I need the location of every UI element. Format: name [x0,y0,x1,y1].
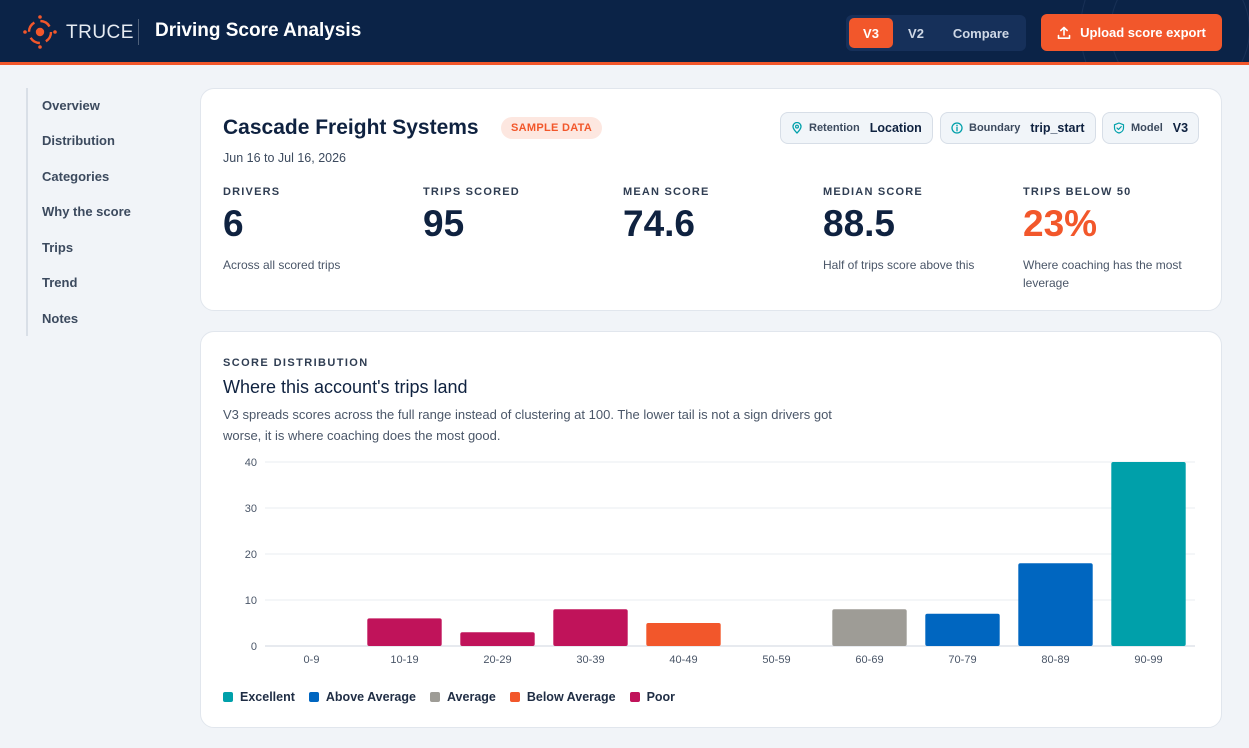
pin-icon [792,122,802,134]
model-chip[interactable]: Model V3 [1102,112,1200,144]
boundary-chip[interactable]: Boundary trip_start [940,112,1096,144]
legend-label: Above Average [325,690,416,704]
page-title: Driving Score Analysis [155,20,362,41]
legend-item: Poor [629,690,676,704]
y-tick-label: 0 [251,641,257,653]
header-divider [138,19,139,45]
stat-mean-score: MEAN SCORE 74.6 [623,186,803,244]
top-bar: TRUCE Driving Score Analysis V3 V2 Compa… [0,0,1249,65]
legend-swatch [429,692,440,702]
chip-label: Model [1131,122,1163,134]
upload-score-export-button[interactable]: Upload score export [1041,14,1222,51]
chip-value: V3 [1172,121,1189,135]
stat-label: TRIPS BELOW 50 [1023,186,1132,198]
legend-item: Average [429,690,496,704]
chart-legend: Excellent Above Average Average Below Avera… [223,690,679,704]
stat-value: 74.6 [623,203,696,244]
upload-icon [1057,26,1071,39]
x-tick-label: 10-19 [390,654,418,666]
x-tick-label: 60-69 [855,654,883,666]
sample-data-badge: SAMPLE DATA [501,117,603,139]
bar-40-49[interactable] [646,623,721,646]
sidebar-item-notes[interactable]: Notes [42,311,79,326]
bar-30-39[interactable] [553,609,628,646]
y-tick-label: 30 [245,503,257,515]
version-switch: V3 V2 Compare [846,15,1026,51]
stat-trips-scored: TRIPS SCORED 95 [423,186,603,244]
chip-value: Location [869,121,922,135]
legend-swatch [308,692,319,702]
stat-label: MEAN SCORE [623,186,710,198]
chip-label: Boundary [969,122,1021,134]
stat-drivers: DRIVERS 6 Across all scored trips [223,186,403,274]
stat-value: 6 [223,203,244,244]
sidebar-item-distribution[interactable]: Distribution [42,133,115,148]
retention-chip[interactable]: Retention Location [780,112,933,144]
legend-label: Average [446,690,496,704]
legend-item: Below Average [509,690,616,704]
sidebar-nav: Overview Distribution Categories Why the… [26,88,176,336]
legend-label: Poor [646,690,676,704]
legend-swatch [509,692,520,702]
bar-90-99[interactable] [1111,462,1186,646]
x-tick-label: 0-9 [304,654,320,666]
version-v2-button[interactable]: V2 [908,25,924,41]
section-description: V3 spreads scores across the full range … [223,407,832,443]
chip-label: Retention [809,122,860,134]
y-tick-label: 20 [245,549,257,561]
info-icon [951,122,963,134]
y-tick-label: 40 [245,457,257,469]
version-v3-button[interactable]: V3 [849,18,893,48]
x-tick-label: 70-79 [948,654,976,666]
score-distribution-card: SCORE DISTRIBUTION Where this account's … [200,331,1222,728]
sidebar-item-categories[interactable]: Categories [42,169,110,184]
legend-item: Above Average [308,690,416,704]
legend-label: Excellent [240,690,295,704]
stat-median-score: MEDIAN SCORE 88.5 Half of trips score ab… [823,186,1003,274]
company-name: Cascade Freight Systems [223,116,479,139]
legend-swatch [629,692,640,702]
x-tick-label: 30-39 [576,654,604,666]
stat-value: 88.5 [823,203,896,244]
x-tick-label: 20-29 [483,654,511,666]
date-range: Jun 16 to Jul 16, 2026 [223,151,347,165]
summary-card: Cascade Freight Systems SAMPLE DATA Jun … [200,88,1222,311]
score-distribution-chart: 0 10 20 30 40 0-9 10-19 20-29 30-39 40-49 50-59 60-… [245,457,1195,666]
stat-label: TRIPS SCORED [423,186,520,198]
brand-name: TRUCE [66,22,134,43]
bar-80-89[interactable] [1018,563,1093,646]
x-tick-label: 40-49 [669,654,697,666]
section-title: Where this account's trips land [223,377,468,397]
stat-trips-below-50: TRIPS BELOW 50 23% Where coaching has th… [1023,186,1213,292]
section-eyebrow: SCORE DISTRIBUTION [223,357,369,369]
sidebar-item-why-the-score[interactable]: Why the score [42,204,131,219]
compare-button[interactable]: Compare [952,25,1010,41]
sidebar-item-overview[interactable]: Overview [42,98,100,113]
legend-item: Excellent [223,690,295,704]
shield-icon [1113,122,1125,134]
x-tick-label: 80-89 [1041,654,1069,666]
y-tick-label: 10 [245,595,257,607]
stat-value: 23% [1023,203,1098,244]
x-tick-label: 90-99 [1134,654,1162,666]
stat-label: DRIVERS [223,186,281,198]
bar-60-69[interactable] [832,609,907,646]
bar-70-79[interactable] [925,613,1000,646]
stat-value: 95 [423,203,465,244]
stat-note: Half of trips score above this [823,258,975,272]
truce-logo-icon [23,15,57,49]
chip-value: trip_start [1030,121,1085,135]
bar-10-19[interactable] [367,618,442,646]
upload-label: Upload score export [1080,25,1206,40]
stat-note: Across all scored trips [223,258,341,272]
sidebar-item-trend[interactable]: Trend [42,275,78,290]
stat-note: Where coaching has the most leverage [1023,258,1182,290]
x-tick-label: 50-59 [762,654,790,666]
bar-20-29[interactable] [460,632,535,646]
stat-label: MEDIAN SCORE [823,186,923,198]
legend-label: Below Average [526,690,616,704]
sidebar-item-trips[interactable]: Trips [42,240,74,255]
legend-swatch [223,692,233,702]
